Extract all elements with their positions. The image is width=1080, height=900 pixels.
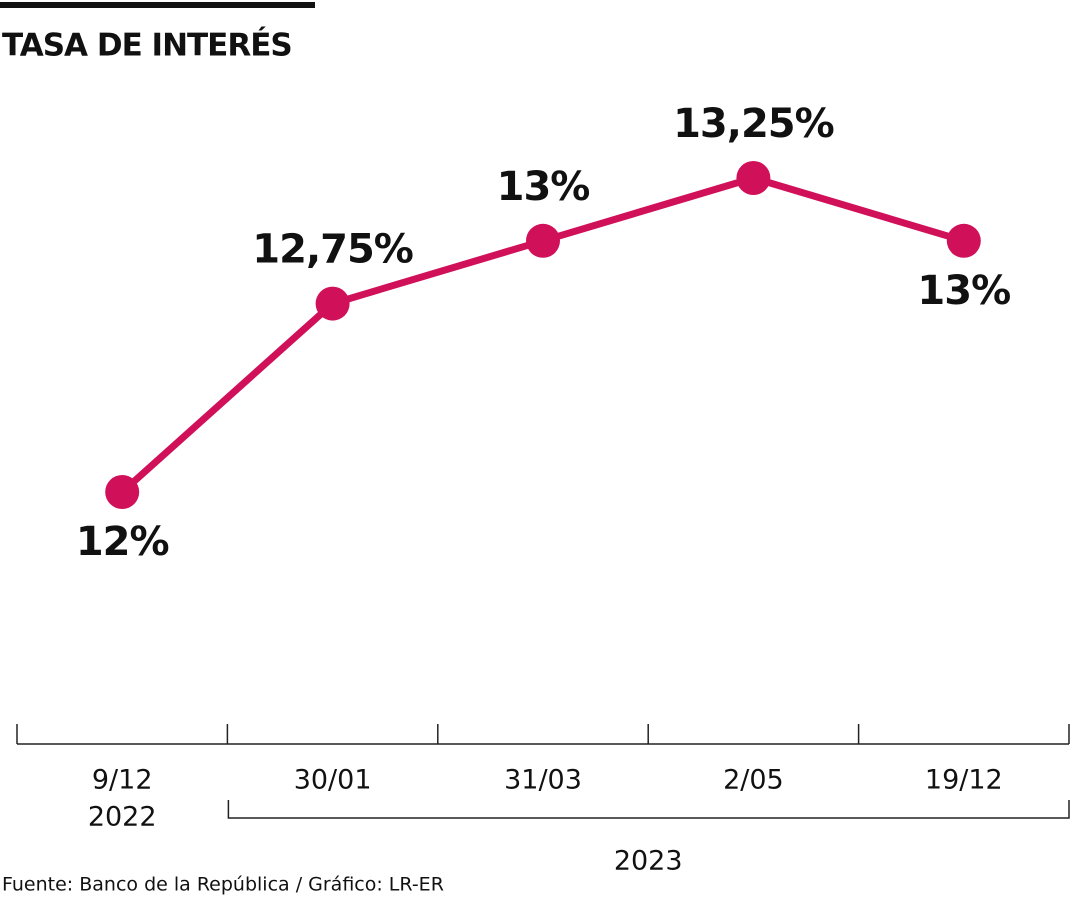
top-bar bbox=[0, 2, 315, 8]
group-label: 2023 bbox=[614, 846, 683, 877]
value-label: 12,75% bbox=[252, 227, 413, 273]
x-tick-label: 9/12 bbox=[92, 765, 153, 796]
marker bbox=[736, 161, 771, 195]
value-label: 13,25% bbox=[673, 101, 834, 147]
x-tick-label: 30/01 bbox=[294, 765, 372, 796]
marker bbox=[315, 286, 350, 321]
x-tick-label: 31/03 bbox=[504, 765, 582, 796]
group-label: 2022 bbox=[88, 802, 157, 833]
marker bbox=[105, 475, 140, 509]
value-label: 12% bbox=[76, 519, 169, 565]
marker bbox=[946, 223, 981, 258]
value-label: 13% bbox=[497, 164, 590, 210]
chart-title: TASA DE INTERÉS bbox=[2, 28, 292, 64]
group-bracket bbox=[227, 800, 1070, 819]
source: Fuente: Banco de la República / Gráfico:… bbox=[2, 874, 444, 896]
x-tick-label: 2/05 bbox=[723, 765, 784, 796]
x-tick-label: 19/12 bbox=[925, 765, 1003, 796]
marker bbox=[526, 223, 560, 258]
value-label: 13% bbox=[917, 268, 1010, 314]
